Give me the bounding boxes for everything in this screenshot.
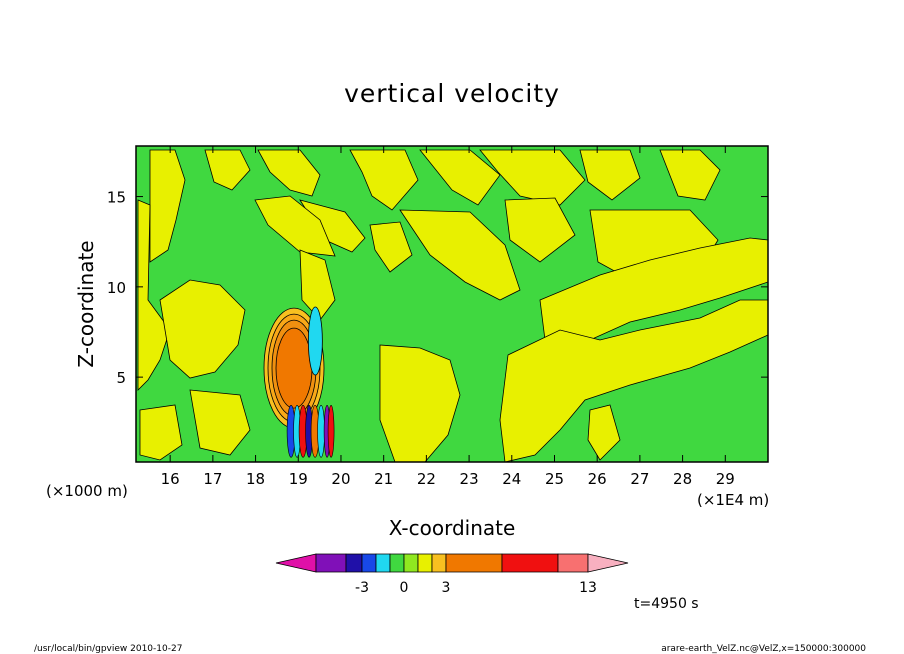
y-axis-label: Z-coordinate xyxy=(74,240,98,367)
x-axis: 16 17 18 19 20 21 22 23 24 25 26 27 28 29 xyxy=(161,146,735,488)
contour-region xyxy=(399,209,521,301)
contour-region xyxy=(419,149,501,206)
x-axis-label: X-coordinate xyxy=(389,516,516,540)
colorbar-segment xyxy=(587,553,629,573)
footer-right: arare-earth_VelZ.nc@VelZ,x=150000:300000 xyxy=(661,644,866,654)
contour-region xyxy=(189,389,251,456)
contour-region xyxy=(379,344,461,462)
chart-title: vertical velocity xyxy=(344,79,560,108)
core-contour xyxy=(327,405,335,458)
contour-region xyxy=(137,199,171,391)
contour-region xyxy=(257,149,321,197)
x-tick-label: 26 xyxy=(588,470,607,488)
x-tick-label: 23 xyxy=(460,470,479,488)
colorbar-segment xyxy=(557,553,589,573)
positive-velocity-regions xyxy=(137,149,768,462)
x-tick-label: 24 xyxy=(502,470,521,488)
contour-region xyxy=(587,404,621,461)
x-tick-label: 21 xyxy=(374,470,393,488)
convective-cell xyxy=(263,306,335,458)
x-tick-label: 22 xyxy=(417,470,436,488)
contour-region xyxy=(139,404,183,461)
y-multiplier-label: (×1000 m) xyxy=(46,482,128,500)
colorbar-segment xyxy=(501,553,559,573)
colorbar-segment xyxy=(445,553,503,573)
colorbar-tick-labels: -3 0 3 13 xyxy=(355,580,597,596)
colorbar-segment xyxy=(315,553,347,573)
contour-region xyxy=(159,279,246,379)
y-axis: 5 10 15 xyxy=(107,189,768,387)
colorbar-segment xyxy=(403,553,419,573)
colorbar-tick-label: 0 xyxy=(400,580,409,596)
contour-region xyxy=(504,197,576,263)
x-tick-label: 17 xyxy=(203,470,222,488)
x-tick-label: 25 xyxy=(545,470,564,488)
footer-left: /usr/local/bin/gpview 2010-10-27 xyxy=(34,644,182,654)
x-tick-label: 27 xyxy=(630,470,649,488)
colorbar-tick-label: 13 xyxy=(579,580,597,596)
contour-region xyxy=(204,149,251,191)
contour-region xyxy=(479,149,586,206)
y-tick-label: 5 xyxy=(116,369,126,387)
colorbar-tick-label: -3 xyxy=(355,580,369,596)
colorbar-tick-label: 3 xyxy=(442,580,451,596)
contour-region xyxy=(369,221,413,273)
x-tick-label: 28 xyxy=(673,470,692,488)
core-contour xyxy=(317,405,325,458)
colorbar-segment xyxy=(389,553,405,573)
colorbar-segment xyxy=(345,553,363,573)
time-label: t=4950 s xyxy=(634,596,699,612)
contour-region xyxy=(579,149,641,201)
contour-region xyxy=(349,149,419,211)
contour-region xyxy=(149,149,186,263)
y-tick-label: 10 xyxy=(107,279,126,297)
x-tick-label: 20 xyxy=(331,470,350,488)
contour-region xyxy=(254,195,336,257)
contour-region xyxy=(659,149,721,201)
x-tick-label: 29 xyxy=(716,470,735,488)
plot-frame xyxy=(135,145,769,463)
colorbar-segment xyxy=(361,553,377,573)
colorbar-segment xyxy=(275,553,317,573)
colorbar-segment xyxy=(417,553,433,573)
x-tick-label: 18 xyxy=(246,470,265,488)
downdraft-contour xyxy=(307,306,323,376)
contour-ring xyxy=(275,327,313,409)
colorbar xyxy=(275,553,629,573)
contour-region xyxy=(499,299,768,462)
x-tick-label: 19 xyxy=(289,470,308,488)
plot-area xyxy=(136,146,768,462)
colorbar-segment xyxy=(375,553,391,573)
y-tick-label: 15 xyxy=(107,189,126,207)
contour-region xyxy=(299,249,336,321)
x-multiplier-label: (×1E4 m) xyxy=(697,491,769,509)
x-tick-label: 16 xyxy=(161,470,180,488)
colorbar-segment xyxy=(431,553,447,573)
